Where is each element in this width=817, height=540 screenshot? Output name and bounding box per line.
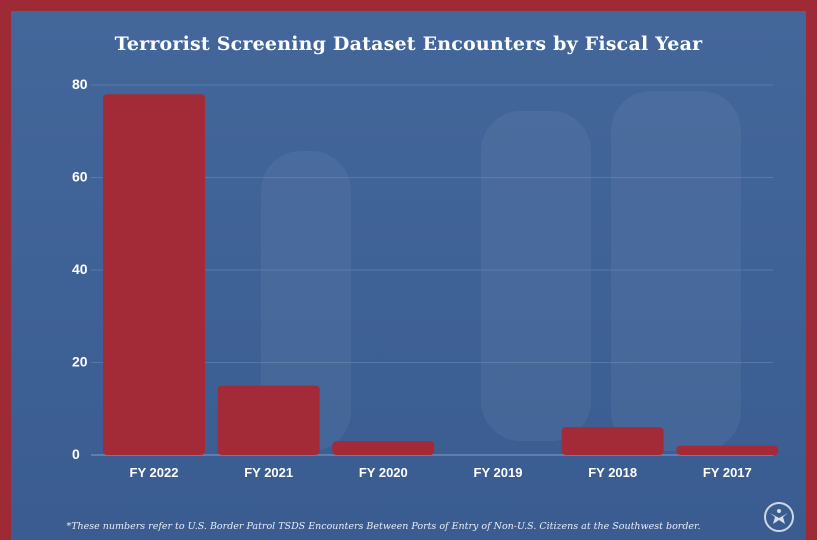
eagle-seal-icon (764, 502, 794, 532)
bar (103, 94, 205, 455)
footnote: *These numbers refer to U.S. Border Patr… (66, 521, 701, 532)
x-tick-label: FY 2017 (703, 465, 752, 480)
bar (676, 445, 779, 455)
background-figure-decoration (611, 91, 741, 451)
y-tick-label: 0 (72, 446, 80, 462)
chart-title: Terrorist Screening Dataset Encounters b… (114, 33, 703, 55)
x-tick-label: FY 2019 (474, 465, 523, 480)
chart-panel: Terrorist Screening Dataset Encounters b… (11, 11, 806, 540)
x-tick-label: FY 2022 (130, 465, 179, 480)
y-tick-label: 80 (72, 76, 88, 92)
bar (332, 441, 435, 455)
bar-chart: 0 20 40 60 80 FY 2022 FY 2021 FY 2020 FY 2019 FY … (72, 76, 779, 480)
y-tick-label: 20 (72, 354, 88, 370)
bar (217, 385, 320, 455)
bar (561, 427, 664, 455)
background-figure-decoration (481, 111, 591, 441)
x-tick-label: FY 2020 (359, 465, 408, 480)
y-tick-label: 60 (72, 169, 88, 185)
x-tick-label: FY 2018 (588, 465, 637, 480)
x-tick-label: FY 2021 (244, 465, 293, 480)
y-tick-label: 40 (72, 261, 88, 277)
